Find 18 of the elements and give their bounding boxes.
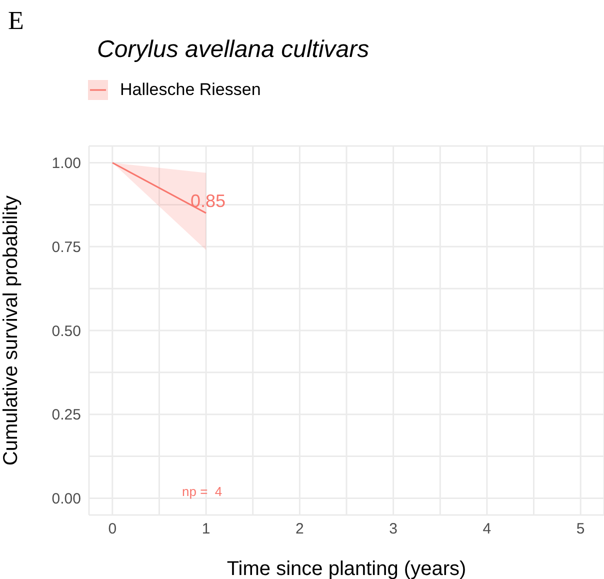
y-tick-label: 1.00: [52, 155, 81, 172]
x-tick-label: 2: [296, 520, 304, 538]
y-tick-label: 0.50: [52, 322, 81, 340]
y-axis-title: Cumulative survival probability: [0, 195, 22, 466]
x-tick-label: 0: [108, 520, 117, 538]
x-tick-label: 1: [202, 520, 210, 538]
x-axis-title: Time since planting (years): [226, 558, 466, 579]
y-tick-label: 0.25: [52, 406, 81, 424]
legend-label: Hallesche Riessen: [120, 80, 261, 100]
x-tick-label: 4: [482, 520, 492, 538]
annotation: np = 4: [182, 484, 222, 499]
x-tick-label: 3: [389, 520, 398, 538]
y-tick-label: 0.75: [52, 238, 81, 256]
text: E: [8, 6, 24, 36]
data-label: 0.85: [190, 191, 226, 212]
x-tick-label: 5: [576, 520, 585, 538]
chart-title: Corylus avellana cultivars: [97, 36, 370, 64]
text: 0.00: [52, 490, 81, 508]
